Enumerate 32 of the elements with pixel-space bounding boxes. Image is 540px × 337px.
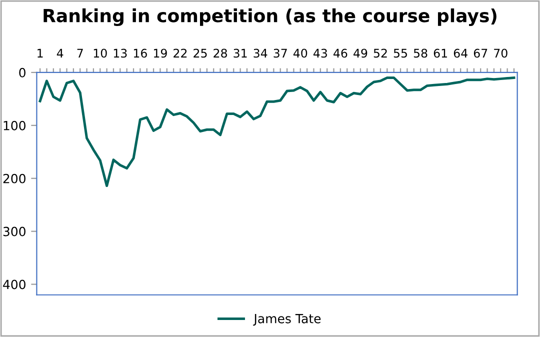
y-tick-label: 400 [3, 280, 26, 290]
x-tick-label: 13 [114, 48, 127, 58]
x-tick-label: 25 [194, 48, 207, 58]
x-tick-label: 67 [474, 48, 488, 58]
x-tick-label: 22 [174, 48, 187, 58]
x-tick-label: 61 [434, 48, 447, 58]
legend-label: James Tate [253, 314, 321, 326]
x-tick-label: 31 [234, 48, 247, 58]
x-tick-label: 1 [38, 48, 43, 58]
x-tick-label: 4 [56, 48, 64, 58]
x-tick-label: 19 [154, 48, 167, 58]
x-tick-label: 55 [394, 48, 407, 58]
x-tick-label: 64 [454, 48, 468, 58]
x-tick-label: 10 [94, 48, 107, 58]
x-tick-label: 46 [334, 48, 348, 58]
x-tick-label: 49 [354, 48, 368, 58]
x-tick-label: 37 [274, 48, 287, 58]
y-tick-label: 0 [19, 68, 26, 78]
x-tick-label: 40 [293, 48, 308, 58]
x-tick-label: 28 [214, 48, 227, 58]
chart-title: Ranking in competition (as the course plays) [44, 8, 496, 26]
y-tick-label: 300 [3, 226, 26, 236]
x-tick-label: 70 [494, 48, 508, 58]
y-tick-label: 100 [4, 120, 26, 130]
x-tick-label: 7 [77, 48, 83, 58]
x-tick-label: 52 [374, 48, 387, 58]
x-tick-label: 58 [414, 48, 428, 58]
x-tick-label: 34 [254, 48, 268, 58]
x-tick-label: 43 [313, 48, 327, 58]
line-series [38, 76, 516, 188]
y-tick-label: 200 [3, 174, 26, 184]
x-tick-label: 16 [134, 48, 147, 58]
